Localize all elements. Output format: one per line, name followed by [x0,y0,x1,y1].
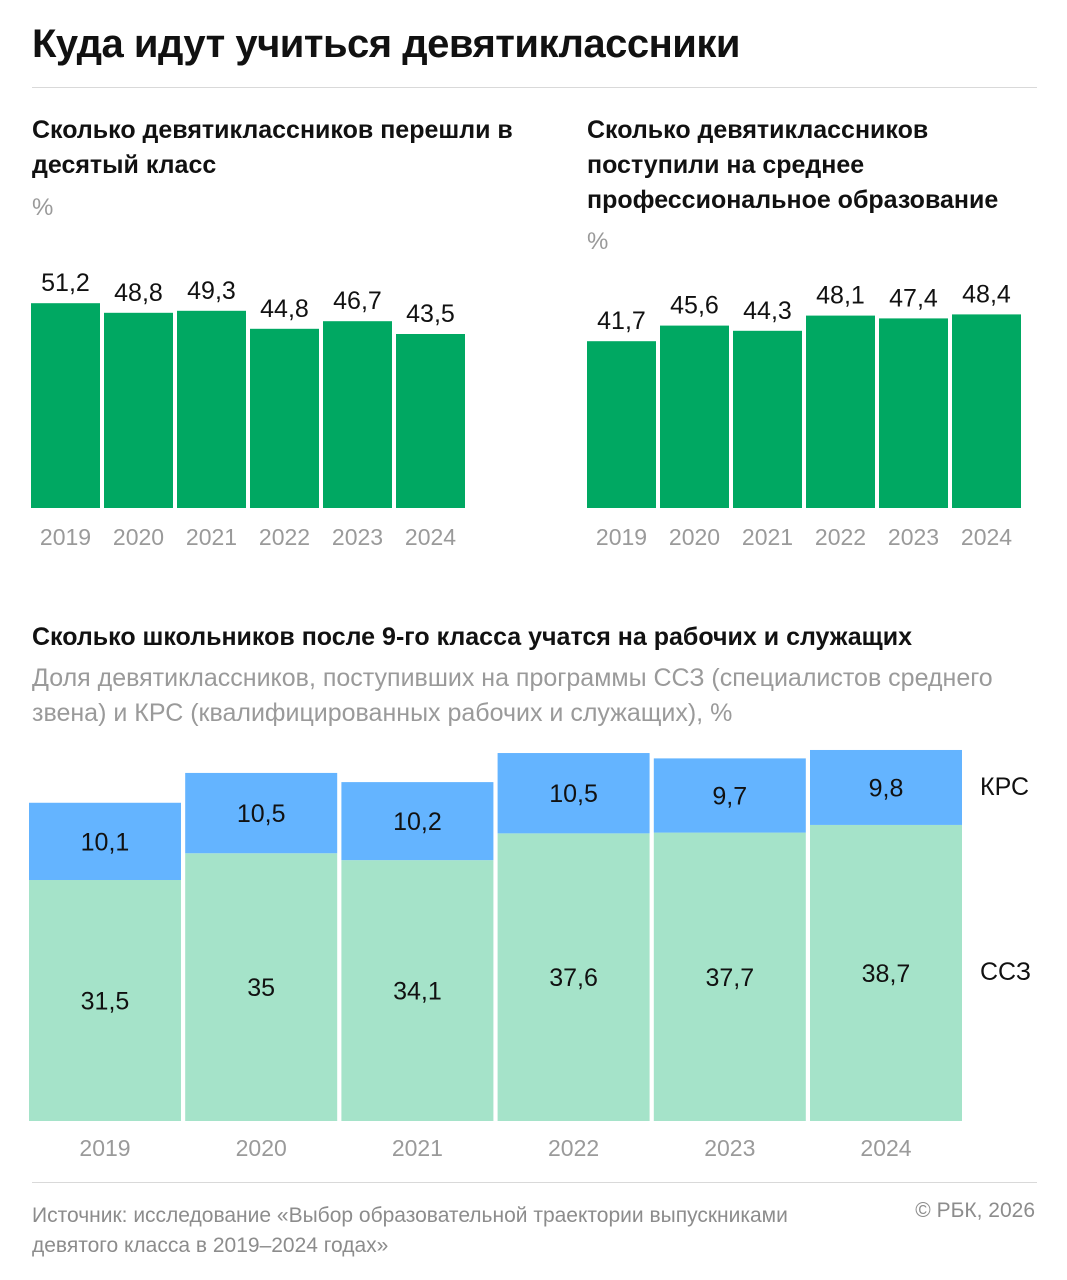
chart1-bar-2023 [323,321,392,508]
chart1-x-tick: 2019 [40,524,91,550]
chart1-value-label: 44,8 [260,295,309,323]
chart1-value-label: 43,5 [406,300,455,328]
chart1-x-tick: 2021 [186,524,237,550]
krs-segment-2020 [185,772,338,854]
chart1-bar-2020 [104,312,173,508]
ssz-segment-2019 [29,880,181,1121]
chart1-value-label: 49,3 [187,277,236,305]
ssz-segment-2023 [653,832,806,1121]
chart1-x-tick: 2020 [113,524,164,550]
header-divider [32,87,1037,88]
ssz-value-label: 38,7 [862,960,911,988]
legend-ssz: ССЗ [980,958,1031,986]
chart1-bar-2021 [177,310,246,508]
ssz-segment-2022 [497,833,650,1121]
krs-segment-2019 [29,802,181,881]
chart2-bar-2020 [660,325,729,508]
chart1-value-label: 46,7 [333,287,382,315]
chart3-subtitle: Доля девятиклассников, поступивших на пр… [32,664,993,727]
chart1-bar-2024 [396,334,465,508]
chart1-bar-2022 [250,328,319,508]
chart1-value-label: 51,2 [41,269,90,297]
krs-segment-2021 [341,782,494,861]
chart2-value-label: 48,4 [962,280,1011,308]
chart-spo: 41,7 2019 45,6 2020 44,3 2021 48,1 2022 47,4 2023… [587,280,1021,550]
ssz-value-label: 37,6 [549,964,598,992]
legend-krs: КРС [980,773,1029,801]
chart3-x-tick: 2022 [548,1135,599,1161]
chart1-x-tick: 2023 [332,524,383,550]
chart2-bar-2022 [806,315,875,508]
ssz-segment-2021 [341,860,494,1121]
chart2-x-tick: 2023 [888,524,939,550]
chart2-unit: % [587,228,609,255]
chart3-x-tick: 2021 [392,1135,443,1161]
chart2-x-tick: 2019 [596,524,647,550]
krs-value-label: 10,5 [549,780,598,808]
chart1-x-tick: 2024 [405,524,456,550]
chart3-title: Сколько школьников после 9-го класса уча… [32,623,913,651]
chart2-value-label: 47,4 [889,284,938,312]
footer-divider [32,1182,1037,1183]
chart2-value-label: 45,6 [670,292,719,320]
krs-value-label: 10,5 [237,800,286,828]
krs-segment-2024 [810,749,962,825]
ssz-value-label: 34,1 [393,978,442,1006]
ssz-value-label: 35 [247,974,275,1002]
chart2-value-label: 48,1 [816,282,865,310]
chart3-x-tick: 2019 [79,1135,130,1161]
chart1-x-tick: 2022 [259,524,310,550]
krs-segment-2022 [497,753,650,834]
chart1-value-label: 48,8 [114,279,163,307]
chart2-bar-2023 [879,318,948,508]
chart2-x-tick: 2024 [961,524,1012,550]
krs-value-label: 10,2 [393,808,442,836]
chart2-x-tick: 2021 [742,524,793,550]
chart1-bar-2019 [31,303,100,508]
chart2-bar-2024 [952,314,1021,508]
main-title: Куда идут учиться девятиклассники [32,22,741,66]
ssz-segment-2024 [810,824,962,1121]
chart2-title: Сколько девятиклассников поступили на ср… [587,116,999,214]
chart2-x-tick: 2020 [669,524,720,550]
krs-value-label: 9,8 [869,774,904,802]
ssz-segment-2020 [185,853,338,1121]
chart3-x-tick: 2020 [236,1135,287,1161]
chart2-value-label: 41,7 [597,307,646,335]
chart-tenth-grade: 51,2 2019 48,8 2020 49,3 2021 44,8 2022 46,7 2023… [31,269,465,550]
ssz-value-label: 37,7 [705,964,754,992]
chart2-bar-2019 [587,341,656,508]
chart3-x-tick: 2023 [704,1135,755,1161]
chart3-x-tick: 2024 [860,1135,911,1161]
krs-segment-2023 [653,758,806,833]
chart2-x-tick: 2022 [815,524,866,550]
copyright: © РБК, 2026 [915,1199,1035,1222]
source-note: Источник: исследование «Выбор образовате… [32,1204,788,1257]
krs-value-label: 9,7 [712,782,747,810]
chart2-value-label: 44,3 [743,297,792,325]
chart1-unit: % [32,194,54,221]
ssz-value-label: 31,5 [81,988,130,1016]
chart-stacked-ssz-krs: 31,5 10,1 2019 35 10,5 2020 34,1 10,2 2021 37,6 10… [29,749,1031,1161]
krs-value-label: 10,1 [81,828,130,856]
chart1-title: Сколько девятиклассников перешли в десят… [32,116,513,179]
chart2-bar-2021 [733,330,802,508]
